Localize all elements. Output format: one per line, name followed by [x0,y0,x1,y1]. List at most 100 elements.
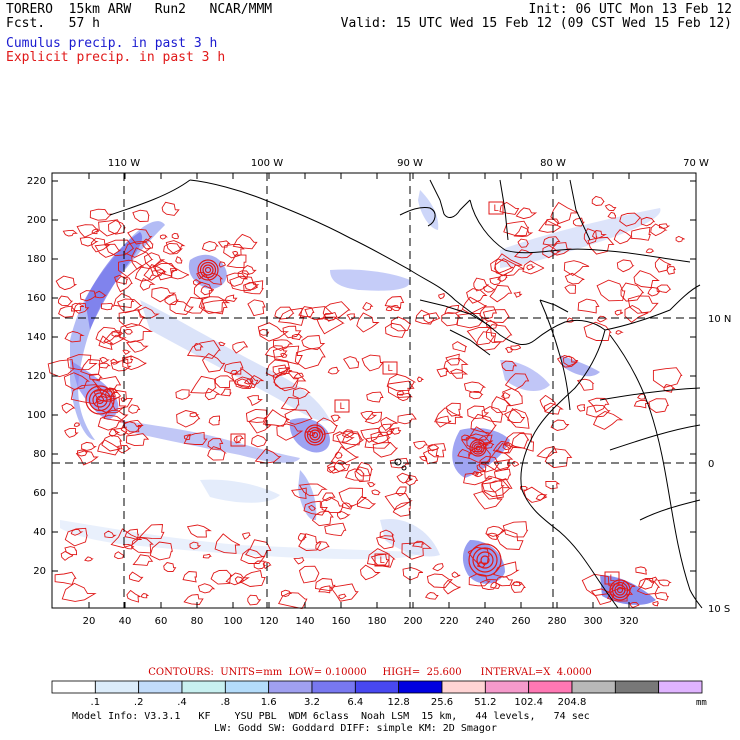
precip-contour [535,494,548,501]
precip-contour [64,428,79,438]
x-tick-label: 140 [295,616,314,627]
precip-contour [636,578,661,595]
precip-contour [110,528,142,549]
precip-contour [297,533,307,542]
precip-contour [345,468,365,481]
colorbar-swatch [571,680,616,694]
precip-contour [95,326,121,344]
precip-contour [113,292,135,309]
precip-contour [88,373,103,382]
precip-contour [495,529,524,550]
precip-contour [218,341,226,347]
precip-contour [298,533,322,551]
colorbar-label: 12.8 [388,697,410,708]
precip-contour [491,396,511,414]
storm-contour [197,259,219,281]
precip-contour [401,541,432,560]
precip-contour [161,201,180,216]
precip-contour [84,556,94,562]
precip-contour [139,278,156,291]
precip-contour [126,340,149,353]
precip-contour [372,442,399,458]
precip-contour [517,238,530,248]
header-left: TORERO 15km ARW Run2 NCAR/MMM Fcst. 57 h [6,3,272,31]
colorbar-swatch [224,680,270,694]
precip-contour [232,233,258,250]
y-tick-label: 20 [33,566,46,577]
precip-contour [356,496,377,510]
precip-contour [303,500,328,516]
precip-contour [576,404,586,412]
precip-contour [73,422,81,427]
axis-labels: 110 W 100 W 90 W 80 W 70 W 10 N 0 10 S 220 200 180… [27,158,731,627]
colorbar-swatch [181,680,226,694]
precip-contour [591,195,605,206]
precip-contour [467,405,490,420]
legend-cumulus: Cumulus precip. in past 3 h [6,36,218,51]
precip-contour [624,304,649,323]
low-marker-label: L [493,204,498,214]
precip-contour [329,583,359,602]
precip-contour [587,236,615,255]
x-tick-label: 80 [191,616,204,627]
precip-contour [75,450,99,466]
precip-contour [629,601,640,609]
precip-contour [218,261,226,268]
y-tick-label: 100 [27,410,46,421]
precip-contour [652,367,683,389]
precip-contour [192,278,204,286]
storm-contour [480,555,490,565]
precip-contour [493,468,511,481]
precip-contour [404,474,419,486]
precip-contour [341,432,361,446]
precip-contour [171,232,180,240]
precip-contour [122,349,131,355]
precip-contour [507,407,526,423]
precip-contour [563,355,579,367]
colorbar-swatch [354,680,400,694]
precip-contour [315,578,336,592]
precip-contour [449,368,469,379]
precip-contour [322,301,351,322]
precip-contour [320,496,344,514]
precip-contour [378,423,395,437]
precip-contour [648,398,669,413]
precip-contour [425,592,439,600]
precip-contour [197,583,216,594]
precip-contour [241,264,257,275]
storm-contour [472,547,498,573]
precip-contour [110,358,132,372]
precip-contour [463,470,493,486]
precip-contour [61,402,76,414]
precip-contour [182,571,197,583]
precip-contour [392,501,411,517]
precip-contour [175,389,191,400]
colorbar-units: mm [696,698,707,708]
precip-contour [292,387,311,399]
precip-contour [484,449,514,471]
storm-contour [309,429,321,441]
precip-contour [564,272,585,285]
precip-contour [415,309,435,325]
precip-contour [214,375,236,389]
lon-label: 110 W [108,158,140,169]
y-tick-label: 80 [33,449,46,460]
precip-contour [103,331,127,346]
precip-contour [627,295,659,314]
precip-contour [254,448,282,464]
precip-contour [321,492,336,502]
precip-contour [247,299,266,317]
precip-contour [186,340,221,359]
precip-contour [229,369,239,376]
precip-contour [220,388,232,397]
precip-contour [485,525,506,537]
colorbar-swatch [528,680,573,694]
precip-contour [93,388,122,402]
precip-contour [223,244,245,259]
precip-contour [125,433,150,447]
precip-contour [239,570,266,587]
precip-contour [385,322,407,338]
precip-contour [466,326,496,346]
frame-ticks [52,173,696,608]
precip-contour [489,276,502,286]
